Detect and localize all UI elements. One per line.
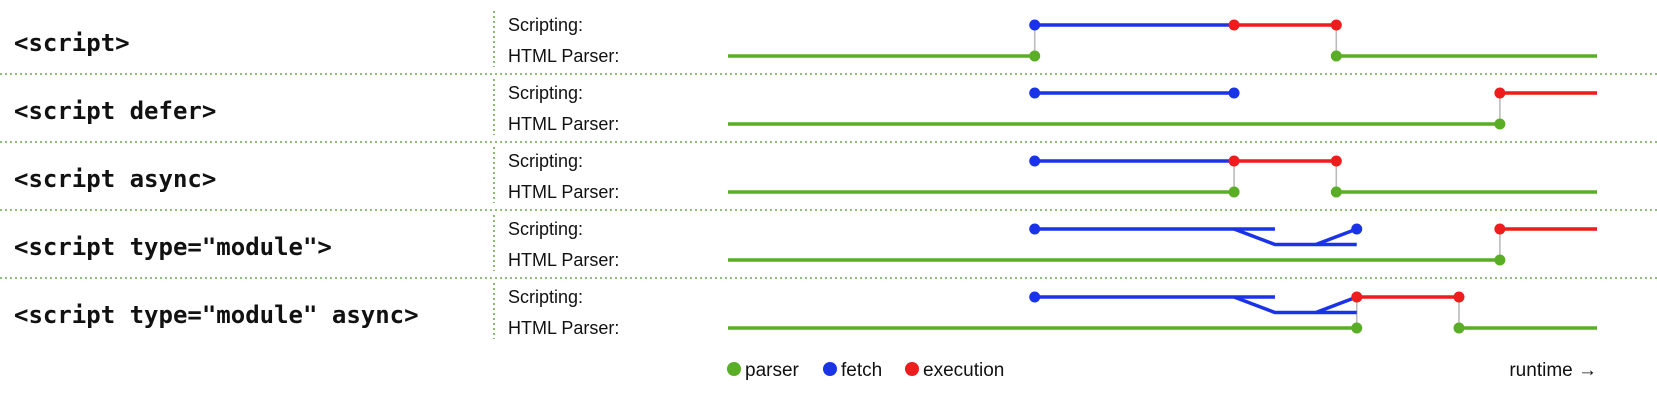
scripting-lane-label: Scripting: bbox=[508, 83, 583, 103]
runtime-label: runtime → bbox=[1509, 360, 1597, 381]
fetch-dot bbox=[1351, 223, 1363, 235]
parser-dot bbox=[1228, 186, 1240, 198]
parser-lane-label: HTML Parser: bbox=[508, 250, 619, 270]
parser-dot bbox=[1453, 322, 1465, 334]
parser-dot bbox=[1351, 322, 1363, 334]
row-2: <script async> Scripting: HTML Parser: bbox=[14, 147, 1597, 203]
parser-lane-label: HTML Parser: bbox=[508, 46, 619, 66]
row-3: <script type="module"> Scripting: HTML Par… bbox=[14, 215, 1597, 271]
row-code-label: <script async> bbox=[14, 165, 216, 193]
fetch-dot bbox=[1029, 291, 1041, 303]
parser-dot bbox=[1494, 254, 1506, 266]
row-code-label: <script defer> bbox=[14, 97, 216, 125]
row-4: <script type="module" async> Scripting: HT… bbox=[14, 283, 1597, 339]
execution-dot bbox=[1228, 19, 1240, 31]
legend-parser-dot bbox=[727, 362, 741, 376]
parser-lane-label: HTML Parser: bbox=[508, 318, 619, 338]
row-code-label: <script> bbox=[14, 29, 130, 57]
legend-execution-label: execution bbox=[923, 360, 1004, 381]
scripting-lane-label: Scripting: bbox=[508, 15, 583, 35]
row-1: <script defer> Scripting: HTML Parser: bbox=[14, 79, 1597, 135]
execution-dot bbox=[1228, 155, 1240, 167]
fetch-dot bbox=[1029, 155, 1041, 167]
fetch-dot bbox=[1228, 87, 1240, 99]
scripting-lane-label: Scripting: bbox=[508, 287, 583, 307]
execution-dot bbox=[1351, 291, 1363, 303]
legend-fetch-label: fetch bbox=[841, 360, 882, 381]
parser-dot bbox=[1494, 118, 1506, 130]
execution-dot bbox=[1330, 155, 1342, 167]
parser-lane-label: HTML Parser: bbox=[508, 114, 619, 134]
fetch-dot bbox=[1029, 87, 1041, 99]
legend-fetch-dot bbox=[823, 362, 837, 376]
parser-lane-label: HTML Parser: bbox=[508, 182, 619, 202]
row-code-label: <script type="module" async> bbox=[14, 301, 419, 329]
fetch-dependency-branch bbox=[1233, 295, 1358, 315]
legend-execution-dot bbox=[905, 362, 919, 376]
scripting-lane-label: Scripting: bbox=[508, 151, 583, 171]
fetch-dot bbox=[1029, 223, 1041, 235]
execution-dot bbox=[1494, 223, 1506, 235]
fetch-dependency-branch bbox=[1233, 227, 1358, 247]
row-code-label: <script type="module"> bbox=[14, 233, 332, 261]
legend-parser-label: parser bbox=[745, 360, 800, 381]
rows: <script>Scripting:HTML Parser:<script de… bbox=[0, 11, 1657, 339]
parser-dot bbox=[1029, 50, 1041, 62]
execution-dot bbox=[1453, 291, 1465, 303]
row-0: <script> Scripting: HTML Parser: bbox=[14, 11, 1597, 67]
fetch-dot bbox=[1029, 19, 1041, 31]
execution-dot bbox=[1330, 19, 1342, 31]
parser-dot bbox=[1330, 186, 1342, 198]
execution-dot bbox=[1494, 87, 1506, 99]
legend: parser fetch execution runtime → bbox=[727, 360, 1597, 381]
parser-dot bbox=[1330, 50, 1342, 62]
scripting-lane-label: Scripting: bbox=[508, 219, 583, 239]
